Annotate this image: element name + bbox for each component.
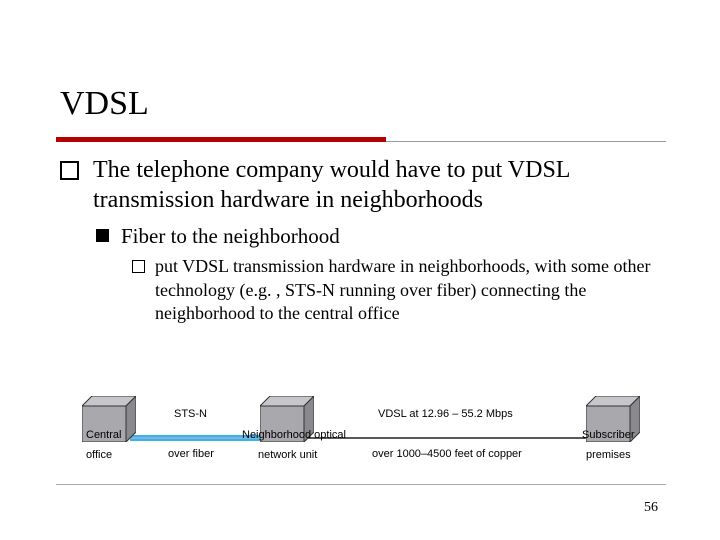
footer-rule [56,484,666,485]
bullet-l2-text: Fiber to the neighborhood [121,223,340,249]
title-thin-rule [386,141,666,142]
bullet-level-3: put VDSL transmission hardware in neighb… [132,255,660,325]
bullet-l1-text: The telephone company would have to put … [93,155,660,215]
vdsl-diagram: Central office Neighborhood optical netw… [82,396,642,474]
box-c-label-2: premises [586,448,631,462]
box-c-label-1: Subscriber [582,428,635,442]
box-a-label-2: office [86,448,112,462]
link-ab-top: STS-N [174,408,207,420]
bullet-l3-text: put VDSL transmission hardware in neighb… [155,255,660,325]
body-content: The telephone company would have to put … [60,155,660,331]
page-number: 56 [644,500,658,516]
hollow-square-icon [60,161,79,180]
diagram-links [82,396,642,474]
link-bc-top: VDSL at 12.96 – 55.2 Mbps [378,408,513,420]
bullet-level-2: Fiber to the neighborhood [96,223,660,249]
box-a-label-1: Central [86,428,121,442]
box-b-label-1: Neighborhood optical [242,428,346,442]
slide-title: VDSL [60,85,149,123]
title-red-rule [56,137,386,142]
bullet-level-1: The telephone company would have to put … [60,155,660,215]
hollow-square-small-icon [132,260,145,273]
filled-square-icon [96,229,109,242]
link-bc-bottom: over 1000–4500 feet of copper [372,448,522,460]
link-ab-bottom: over fiber [168,448,214,460]
box-b-label-2: network unit [258,448,317,462]
